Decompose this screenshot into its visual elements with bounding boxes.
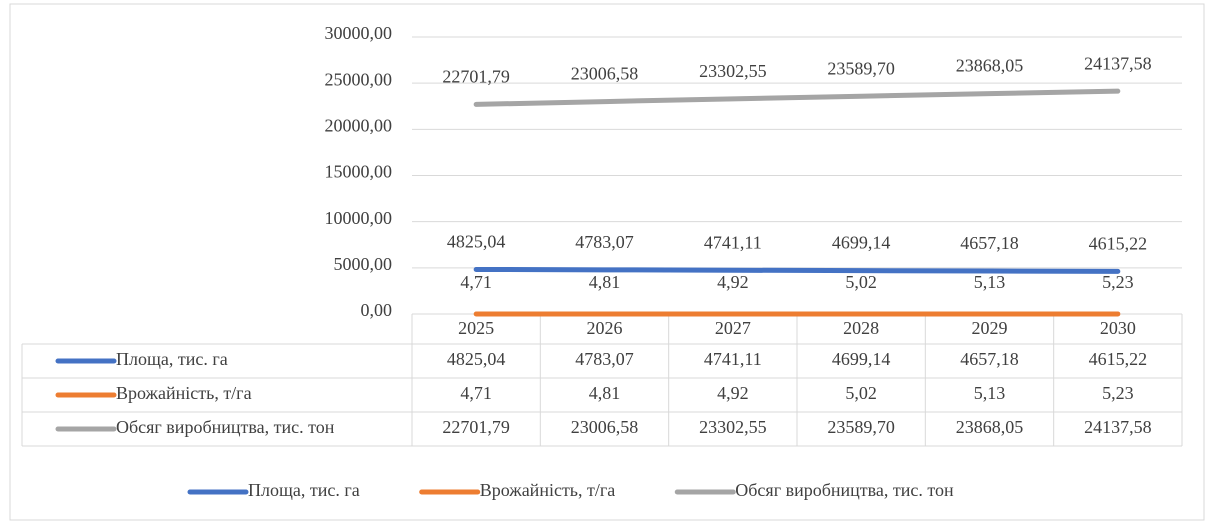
table-cell: 23589,70	[827, 417, 895, 437]
x-tick-label: 2028	[843, 318, 879, 338]
y-tick-label: 0,00	[361, 300, 393, 320]
table-cell: 4615,22	[1089, 349, 1148, 369]
y-tick-label: 20000,00	[325, 115, 393, 135]
table-cell: 4783,07	[575, 349, 634, 369]
data-label: 23589,70	[827, 58, 895, 78]
table-cell: 22701,79	[442, 417, 510, 437]
x-tick-label: 2025	[458, 318, 494, 338]
data-label: 23302,55	[699, 61, 767, 81]
x-tick-label: 2026	[587, 318, 623, 338]
table-cell: 4,92	[717, 383, 749, 403]
data-label: 23006,58	[571, 64, 639, 84]
table-cell: 5,23	[1102, 383, 1134, 403]
x-tick-label: 2030	[1100, 318, 1136, 338]
y-tick-label: 25000,00	[325, 69, 393, 89]
x-tick-label: 2027	[715, 318, 751, 338]
table-cell: 4,81	[589, 383, 621, 403]
table-row-label: Врожайність, т/га	[116, 383, 252, 403]
table-cell: 4657,18	[960, 349, 1019, 369]
legend-label: Обсяг виробництва, тис. тон	[735, 480, 954, 500]
table-row-label: Площа, тис. га	[116, 349, 228, 369]
table-row-label: Обсяг виробництва, тис. тон	[116, 417, 335, 437]
data-label: 4615,22	[1089, 234, 1148, 254]
data-label: 4,81	[589, 272, 621, 292]
data-label: 22701,79	[442, 67, 510, 87]
data-label: 5,23	[1102, 272, 1134, 292]
table-cell: 4699,14	[832, 349, 891, 369]
data-label: 23868,05	[956, 56, 1024, 76]
table-cell: 4825,04	[447, 349, 506, 369]
y-tick-label: 10000,00	[325, 208, 393, 228]
line-series	[473, 266, 1121, 274]
table-cell: 23006,58	[571, 417, 639, 437]
data-label: 4741,11	[704, 232, 762, 252]
table-cell: 23868,05	[956, 417, 1024, 437]
table-cell: 23302,55	[699, 417, 767, 437]
data-label: 4825,04	[447, 232, 506, 252]
chart-border	[9, 3, 1205, 521]
x-tick-label: 2029	[972, 318, 1008, 338]
legend-label: Врожайність, т/га	[480, 480, 616, 500]
y-tick-label: 15000,00	[325, 162, 393, 182]
data-label: 5,13	[974, 272, 1006, 292]
line-series	[473, 88, 1121, 107]
table-cell: 5,02	[845, 383, 877, 403]
data-label: 4,92	[717, 272, 749, 292]
table-cell: 24137,58	[1084, 417, 1152, 437]
data-label: 4699,14	[832, 233, 891, 253]
data-label: 4783,07	[575, 232, 634, 252]
data-label: 4,71	[460, 272, 492, 292]
y-tick-label: 5000,00	[334, 254, 393, 274]
table-cell: 5,13	[974, 383, 1006, 403]
data-label: 24137,58	[1084, 53, 1152, 73]
table-cell: 4,71	[460, 383, 492, 403]
data-label: 4657,18	[960, 233, 1019, 253]
y-tick-label: 30000,00	[325, 23, 393, 43]
legend-label: Площа, тис. га	[248, 480, 360, 500]
data-label: 5,02	[845, 272, 877, 292]
table-cell: 4741,11	[704, 349, 762, 369]
